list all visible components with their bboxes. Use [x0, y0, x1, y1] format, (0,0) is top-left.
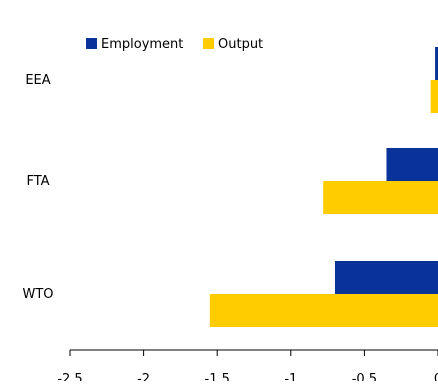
x-tick-label: -0.5 [352, 372, 377, 381]
x-tick-label: -2.5 [57, 372, 82, 381]
x-tick-label: -1 [284, 372, 297, 381]
legend-swatch-employment [86, 38, 97, 49]
x-tick-label: 0 [434, 372, 438, 381]
x-tick-label: -1.5 [205, 372, 230, 381]
x-tick-label: -2 [137, 372, 150, 381]
bar-output-wto [209, 294, 438, 327]
legend-label-output: Output [218, 37, 263, 52]
legend-swatch-output [203, 38, 214, 49]
category-label-fta: FTA [26, 174, 49, 189]
legend-label-employment: Employment [101, 37, 183, 52]
category-axis: EEA FTA WTO [22, 73, 53, 302]
bar-output-eea [430, 80, 438, 113]
bar-employment-fta [386, 148, 438, 181]
bar-employment-eea [435, 47, 438, 80]
bar-output-fta [323, 181, 438, 214]
value-axis: -2.5 -2 -1.5 -1 -0.5 0 [57, 349, 438, 385]
legend: Employment Output [86, 37, 263, 52]
category-label-wto: WTO [22, 287, 53, 302]
plot-area [209, 47, 438, 327]
category-label-eea: EEA [25, 73, 50, 88]
bar-employment-wto [334, 261, 438, 294]
